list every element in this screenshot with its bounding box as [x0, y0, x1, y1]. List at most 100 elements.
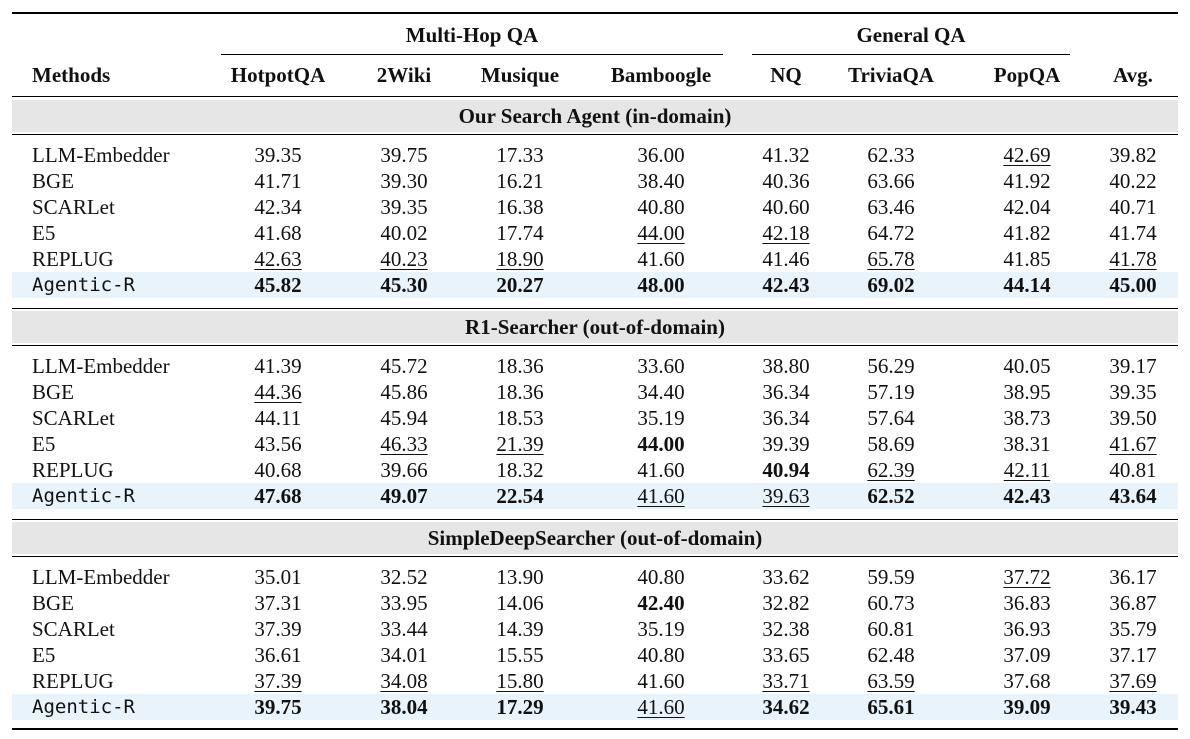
table-cell: 18.32: [496, 458, 544, 482]
table-cell: 34.62: [762, 695, 810, 719]
method-name: BGE: [32, 169, 74, 193]
column-header: Bamboogle: [610, 63, 712, 87]
table-cell: 56.29: [867, 354, 915, 378]
highlight-row: [12, 483, 1178, 509]
table-cell: 40.80: [637, 195, 685, 219]
table-cell: 42.11: [1003, 458, 1051, 482]
table-cell: 36.00: [637, 143, 685, 167]
table-cell: 41.71: [254, 169, 302, 193]
table-cell: 32.82: [762, 591, 810, 615]
table-cell: 41.32: [762, 143, 810, 167]
table-cell: 40.80: [637, 643, 685, 667]
method-name: SCARLet: [32, 617, 115, 641]
table-cell: 42.43: [1003, 484, 1051, 508]
table-cell: 36.87: [1109, 591, 1157, 615]
table-cell: 38.95: [1003, 380, 1051, 404]
table-cell: 35.79: [1109, 617, 1157, 641]
table-cell: 40.80: [637, 565, 685, 589]
method-name: Agentic-R: [32, 696, 135, 718]
table-cell: 65.61: [867, 695, 915, 719]
table-cell: 37.69: [1109, 669, 1157, 693]
method-name: LLM-Embedder: [32, 565, 170, 589]
method-name: BGE: [32, 380, 74, 404]
table-cell: 33.62: [762, 565, 810, 589]
table-cell: 36.61: [254, 643, 302, 667]
table-cell: 38.73: [1003, 406, 1051, 430]
table-cell: 33.65: [762, 643, 810, 667]
table-cell: 62.33: [867, 143, 915, 167]
table-cell: 40.22: [1109, 169, 1157, 193]
table-cell: 41.46: [762, 247, 810, 271]
section-top-rule: [12, 519, 1178, 520]
table-cell: 44.11: [254, 406, 302, 430]
method-name: E5: [32, 221, 56, 245]
table-cell: 34.01: [380, 643, 428, 667]
table-cell: 63.59: [867, 669, 915, 693]
table-cell: 33.44: [380, 617, 428, 641]
table-cell: 62.52: [867, 484, 915, 508]
table-cell: 21.39: [496, 432, 544, 456]
method-name: LLM-Embedder: [32, 354, 170, 378]
table-cell: 41.92: [1003, 169, 1051, 193]
section-band: [12, 522, 1178, 554]
table-cell: 18.53: [496, 406, 544, 430]
table-cell: 37.72: [1003, 565, 1051, 589]
table-cell: 40.81: [1109, 458, 1157, 482]
table-cell: 36.34: [762, 406, 810, 430]
table-cell: 42.04: [1003, 195, 1051, 219]
table-cell: 41.60: [637, 484, 685, 508]
table-cell: 40.71: [1109, 195, 1157, 219]
table-cell: 14.06: [496, 591, 544, 615]
bottom-rule: [12, 728, 1178, 730]
section-title: SimpleDeepSearcher (out-of-domain): [427, 526, 763, 550]
table-cell: 37.39: [254, 617, 302, 641]
group-header: Multi-Hop QA: [405, 23, 539, 47]
table-cell: 48.00: [637, 273, 685, 297]
table-cell: 42.69: [1003, 143, 1051, 167]
table-cell: 37.17: [1109, 643, 1157, 667]
group-underline: [221, 54, 723, 55]
table-cell: 16.38: [496, 195, 544, 219]
table-cell: 33.60: [637, 354, 685, 378]
method-name: BGE: [32, 591, 74, 615]
table-cell: 36.83: [1003, 591, 1051, 615]
table-cell: 41.67: [1109, 432, 1157, 456]
table-cell: 39.35: [254, 143, 302, 167]
section-rule: [12, 556, 1178, 557]
method-name: SCARLet: [32, 195, 115, 219]
table-cell: 45.30: [380, 273, 428, 297]
table-cell: 44.00: [637, 432, 685, 456]
table-cell: 41.60: [637, 695, 685, 719]
table-cell: 42.43: [762, 273, 810, 297]
table-cell: 39.50: [1109, 406, 1157, 430]
method-name: Agentic-R: [32, 485, 135, 507]
table-cell: 43.64: [1109, 484, 1157, 508]
method-name: Agentic-R: [32, 274, 135, 296]
table-cell: 39.43: [1109, 695, 1157, 719]
table-cell: 45.82: [254, 273, 302, 297]
table-cell: 39.75: [254, 695, 302, 719]
table-cell: 41.85: [1003, 247, 1051, 271]
table-cell: 40.05: [1003, 354, 1051, 378]
table-cell: 32.52: [380, 565, 428, 589]
section-title: Our Search Agent (in-domain): [458, 104, 732, 128]
table-cell: 20.27: [496, 273, 544, 297]
table-cell: 57.64: [867, 406, 915, 430]
table-cell: 14.39: [496, 617, 544, 641]
table-cell: 59.59: [867, 565, 915, 589]
table-cell: 37.68: [1003, 669, 1051, 693]
table-cell: 39.75: [380, 143, 428, 167]
table-cell: 46.33: [380, 432, 428, 456]
section-rule: [12, 134, 1178, 135]
group-header: General QA: [856, 23, 966, 47]
column-header: Avg.: [1113, 63, 1153, 87]
top-rule: [12, 12, 1178, 14]
table-cell: 41.39: [254, 354, 302, 378]
table-cell: 34.40: [637, 380, 685, 404]
table-cell: 39.35: [1109, 380, 1157, 404]
table-cell: 37.31: [254, 591, 302, 615]
table-cell: 39.17: [1109, 354, 1157, 378]
table-cell: 69.02: [867, 273, 915, 297]
table-cell: 42.40: [637, 591, 685, 615]
table-cell: 42.34: [254, 195, 302, 219]
